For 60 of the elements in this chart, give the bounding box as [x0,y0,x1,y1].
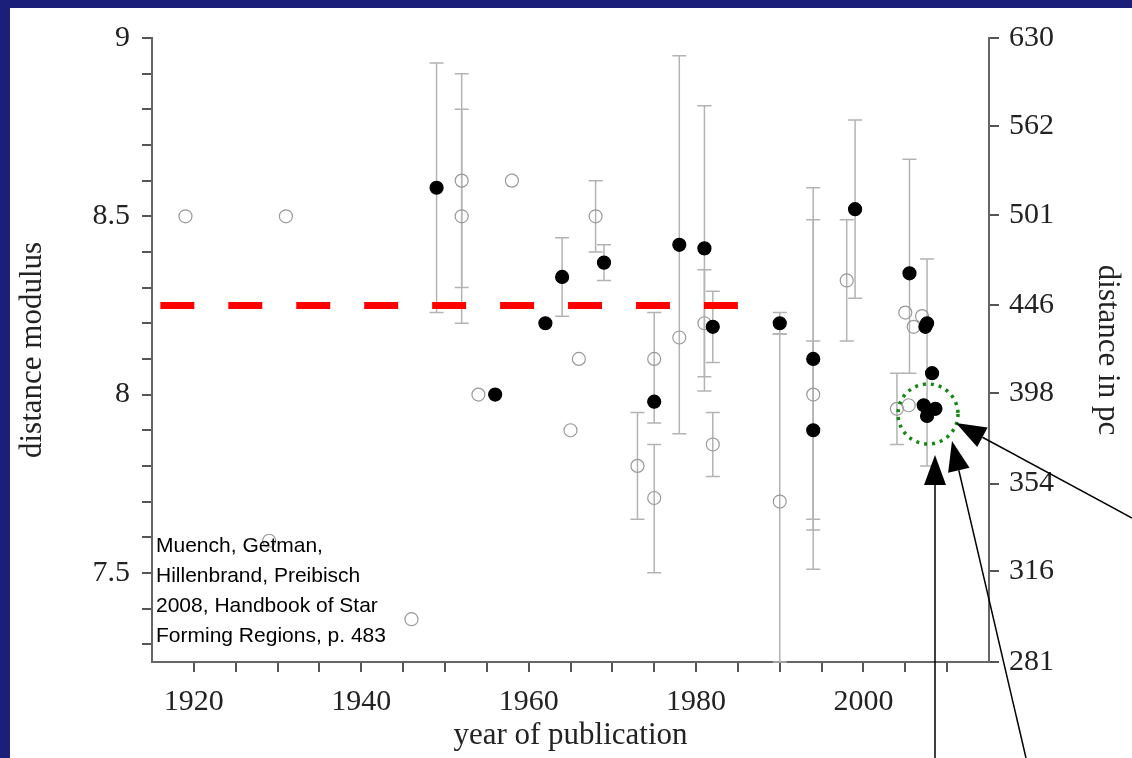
y2-tick-label: 446 [1009,285,1054,319]
x-axis-title: year of publication [453,715,689,751]
x-tick-label: 1980 [666,682,727,716]
point [914,309,930,324]
point [563,423,578,438]
point [555,269,570,284]
point [538,316,553,331]
y2-tick-label: 501 [1009,195,1054,229]
y2-tick-label: 281 [1009,642,1054,676]
point [278,209,294,224]
point [647,394,662,409]
point [697,241,712,256]
point [647,351,662,367]
point [588,209,603,224]
y-tick-label: 9 [115,18,130,52]
point [889,401,905,416]
point [504,173,520,188]
point [806,423,821,438]
point [454,209,469,224]
y-axis-title: distance modulus [12,241,48,459]
y-tick-label: 8.5 [92,197,130,231]
y2-tick-label: 562 [1009,107,1054,141]
point [806,351,821,367]
point [906,319,921,334]
y2-axis-title: distance in pc [1092,264,1128,436]
point [839,273,854,288]
point [404,612,419,627]
point [630,458,645,473]
point [672,330,687,345]
point [901,398,916,413]
point [488,387,503,402]
point [429,180,444,195]
y2-tick-label: 630 [1009,18,1054,52]
y2-tick-label: 398 [1009,373,1054,407]
point [571,351,586,367]
point [178,209,193,224]
point [705,319,720,334]
point [672,237,687,252]
point [697,316,712,331]
y2-tick-label: 316 [1009,552,1054,586]
x-tick-label: 1940 [331,682,392,716]
point [596,255,612,270]
y-tick-label: 7.5 [92,553,130,587]
point [471,387,486,402]
point [902,266,917,281]
point [898,305,913,320]
y2-tick-label: 354 [1009,464,1054,498]
point [705,437,720,452]
point [772,316,787,331]
x-tick-label: 1960 [498,682,559,716]
point [806,387,821,402]
y-tick-label: 8 [115,375,130,409]
annotation: Muench, Getman, Hillenbrand, Preibisch 2008, Handbook of Star Forming Regions, p. 483 [156,532,387,648]
point [772,494,787,509]
x-tick-label: 2000 [833,682,894,716]
point [454,173,469,188]
point [924,366,940,381]
point [647,490,662,506]
x-tick-label: 1920 [163,682,224,716]
point [847,202,863,217]
